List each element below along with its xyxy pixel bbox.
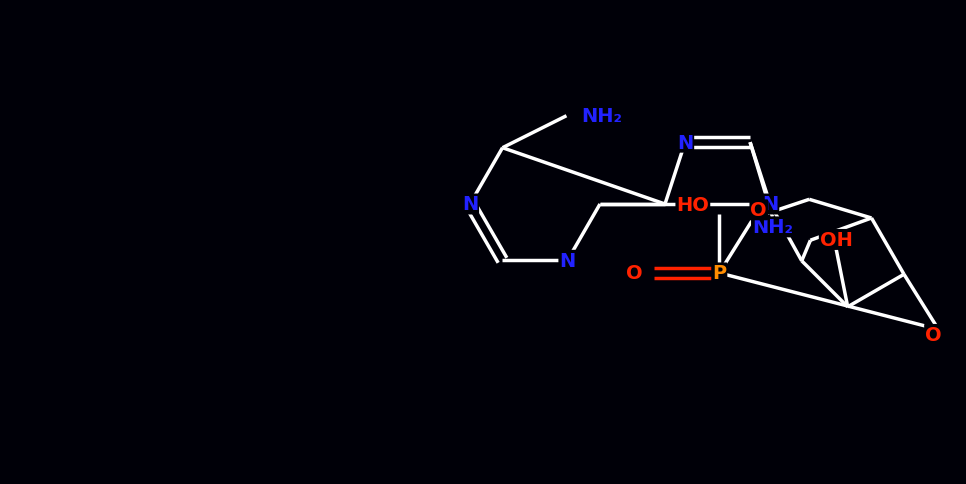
Text: O: O [751, 201, 767, 220]
Text: N: N [762, 195, 779, 214]
Text: N: N [559, 251, 576, 270]
Text: OH: OH [820, 230, 853, 249]
Text: HO: HO [676, 196, 709, 214]
Text: NH₂: NH₂ [752, 218, 793, 237]
Text: N: N [677, 134, 694, 152]
Text: NH₂: NH₂ [582, 107, 622, 126]
Text: P: P [712, 264, 726, 283]
Text: N: N [462, 195, 478, 214]
Text: O: O [626, 264, 642, 283]
Text: O: O [925, 325, 942, 344]
